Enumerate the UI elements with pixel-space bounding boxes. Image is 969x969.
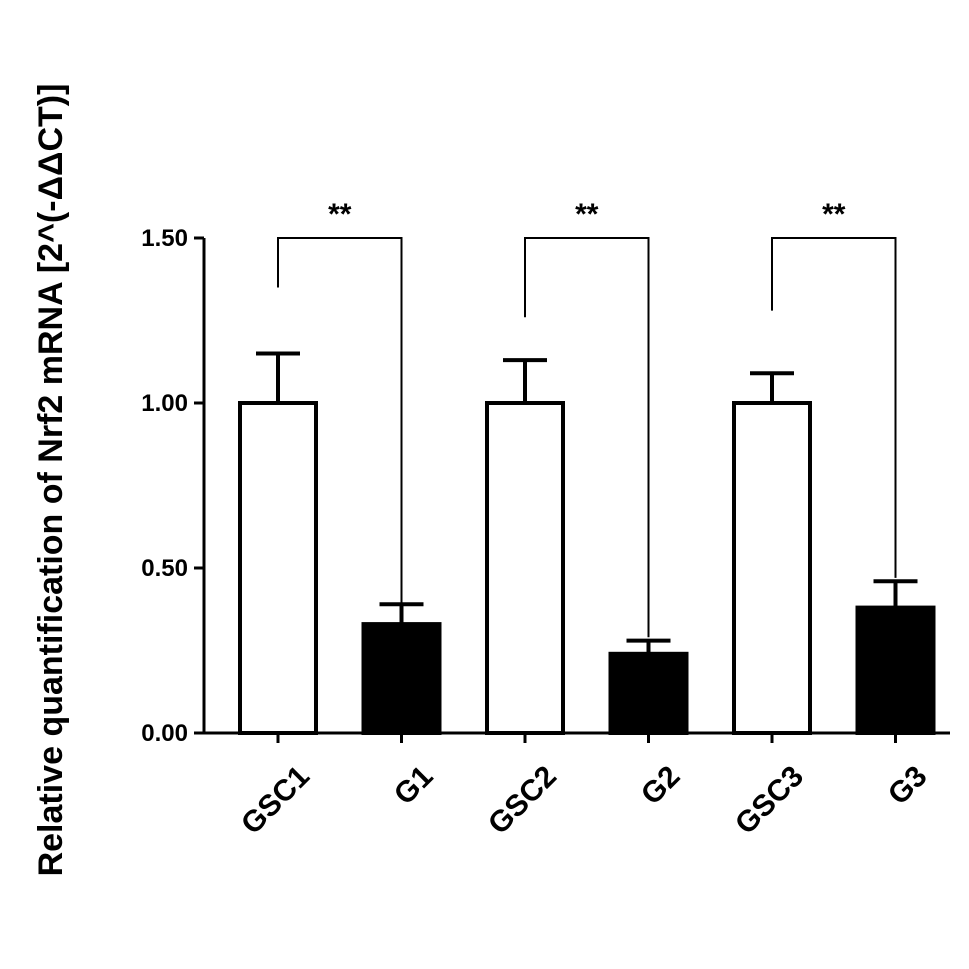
x-tick-label: G3 (882, 760, 934, 812)
significance-bracket (277, 237, 403, 605)
bar (855, 605, 936, 735)
y-tick-label: 1.00 (141, 390, 188, 417)
x-tick-label: GSC3 (729, 760, 810, 841)
bar (238, 401, 318, 735)
bar (485, 401, 565, 735)
significance-bracket (771, 237, 897, 578)
x-tick-label: G2 (635, 760, 687, 812)
bar (608, 651, 689, 735)
significance-bracket (524, 237, 650, 638)
x-tick-label: G1 (388, 760, 440, 812)
plot-area: 0.00 0.50 1.00 1.50 GSC1 G1 GSC2 G2 GSC3 G3 ** ** ** (141, 198, 950, 841)
bar (361, 622, 442, 735)
y-tick-label: 0.50 (141, 555, 188, 582)
y-tick-label: 0.00 (141, 720, 188, 747)
y-tick-label: 1.50 (141, 225, 188, 252)
significance-label: ** (575, 198, 599, 231)
bar (732, 401, 812, 735)
y-axis-label: Relative quantification of Nrf2 mRNA [2^… (32, 84, 70, 877)
significance-label: ** (822, 198, 846, 231)
x-tick-label: GSC2 (482, 760, 563, 841)
significance-label: ** (328, 198, 352, 231)
x-tick-label: GSC1 (235, 760, 316, 841)
